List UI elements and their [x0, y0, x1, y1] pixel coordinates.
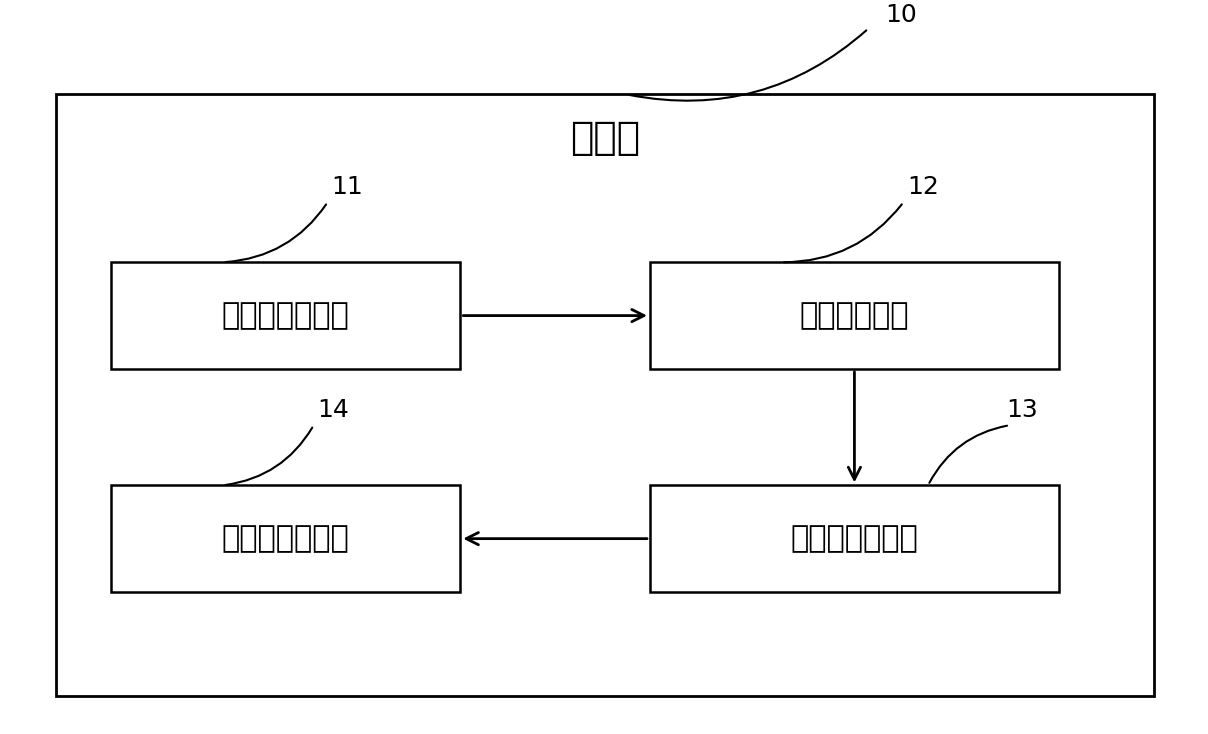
- Text: 可视化定制模块: 可视化定制模块: [222, 301, 349, 330]
- FancyBboxPatch shape: [650, 262, 1059, 369]
- Text: 14: 14: [318, 399, 349, 422]
- Text: 12: 12: [907, 175, 940, 199]
- FancyBboxPatch shape: [111, 262, 460, 369]
- FancyBboxPatch shape: [650, 485, 1059, 592]
- FancyBboxPatch shape: [57, 95, 1154, 696]
- Text: 可视化展现模块: 可视化展现模块: [222, 524, 349, 553]
- FancyBboxPatch shape: [111, 485, 460, 592]
- Text: 10: 10: [884, 3, 917, 26]
- Text: 数据通讯模块: 数据通讯模块: [800, 301, 910, 330]
- Text: 13: 13: [1006, 399, 1038, 422]
- Text: 客户端: 客户端: [570, 119, 640, 157]
- Text: 关系图生成模块: 关系图生成模块: [790, 524, 918, 553]
- Text: 11: 11: [331, 175, 362, 199]
